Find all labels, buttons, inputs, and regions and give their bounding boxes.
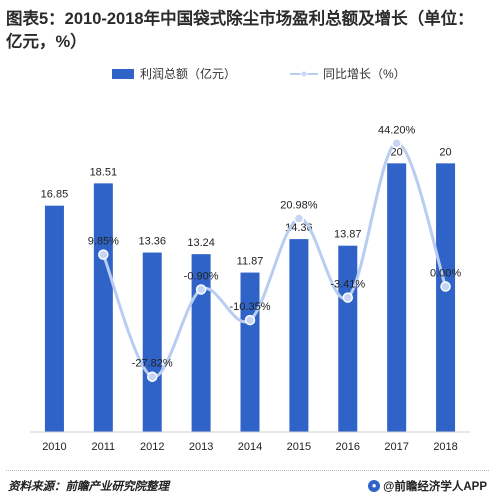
x-tick-2017: 2017 — [384, 441, 408, 453]
growth-point-2015 — [293, 213, 305, 224]
growth-point-2012 — [146, 371, 158, 382]
growth-point-2011 — [98, 249, 109, 260]
x-tick-2011: 2011 — [92, 441, 116, 453]
bar-2010 — [44, 205, 64, 432]
growth-points — [98, 138, 451, 382]
bar-label-2010: 16.85 — [41, 189, 69, 201]
legend-swatch-bar — [112, 69, 134, 79]
x-tick-2010: 2010 — [42, 441, 66, 453]
growth-label-2014: -10.35% — [230, 301, 271, 313]
growth-point-2018 — [440, 281, 451, 292]
brand-mark: ● @前瞻经济学人APP — [368, 478, 487, 494]
growth-label-2015: 20.98% — [280, 200, 318, 212]
bar-2015 — [289, 239, 309, 432]
bar-label-2017: 20 — [391, 146, 403, 158]
growth-point-2017 — [391, 138, 402, 149]
brand-logo-icon: ● — [368, 480, 381, 492]
growth-value-labels: 9.85% -27.82% -0.90% -10.35% 20.98% -3.41% 44.… — [88, 124, 462, 369]
bar-label-2013: 13.24 — [187, 237, 215, 249]
x-tick-2012: 2012 — [140, 441, 164, 453]
x-tick-2016: 2016 — [336, 441, 360, 453]
legend: 利润总额（亿元） 同比增长（%） — [112, 66, 406, 81]
x-tick-labels: 2010 2011 2012 2013 2014 2015 2016 2017 2018 — [42, 441, 458, 453]
bar-label-2018: 20 — [439, 146, 451, 158]
chart-title: 图表5：2010-2018年中国袋式除尘市场盈利总额及增长（单位：亿元，%） — [6, 10, 474, 51]
x-tick-2015: 2015 — [287, 441, 311, 453]
x-tick-2018: 2018 — [433, 441, 457, 453]
bar-label-2011: 18.51 — [90, 166, 118, 178]
legend-label-line: 同比增长（%） — [323, 67, 406, 81]
bar-2013 — [191, 254, 211, 432]
growth-point-2013 — [195, 284, 207, 295]
growth-label-2016: -3.41% — [330, 279, 365, 291]
legend-label-bar: 利润总额（亿元） — [140, 66, 236, 81]
x-tick-2013: 2013 — [189, 441, 213, 453]
growth-point-2016 — [342, 292, 354, 303]
bar-label-2012: 13.36 — [138, 236, 166, 248]
legend-swatch-point — [300, 70, 308, 78]
growth-label-2012: -27.82% — [132, 358, 173, 370]
footer-divider — [6, 470, 489, 471]
bar-2017 — [387, 163, 407, 432]
growth-label-2011: 9.85% — [88, 236, 119, 248]
growth-label-2013: -0.90% — [184, 270, 219, 282]
bar-series — [44, 163, 456, 432]
source-note: 资料来源：前瞻产业研究院整理 — [8, 481, 169, 493]
bar-label-2016: 13.87 — [334, 229, 362, 241]
bar-2016 — [338, 245, 358, 432]
x-tick-2014: 2014 — [238, 441, 262, 453]
growth-label-2018: 0.00% — [430, 268, 461, 280]
bar-2014 — [240, 272, 260, 432]
growth-label-2017: 44.20% — [378, 124, 416, 136]
bar-label-2014: 11.87 — [237, 256, 264, 268]
brand-text: @前瞻经济学人APP — [383, 481, 487, 493]
bar-2011 — [93, 183, 113, 432]
growth-point-2014 — [244, 314, 256, 326]
bar-2018 — [436, 163, 456, 432]
bar-2012 — [142, 252, 162, 432]
